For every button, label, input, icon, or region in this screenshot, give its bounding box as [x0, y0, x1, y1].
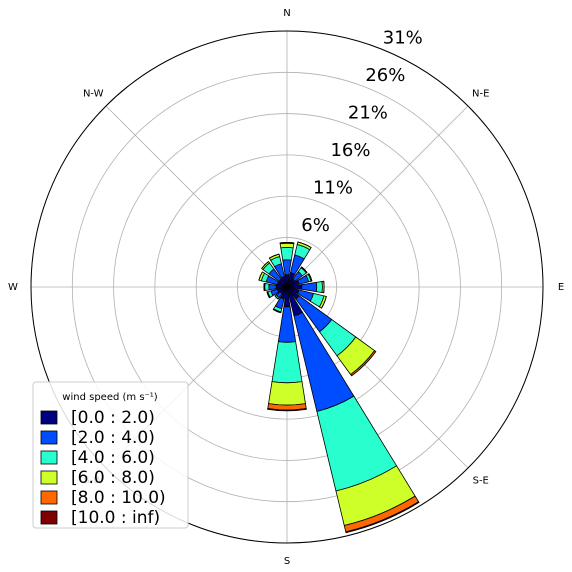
- bar-segment: [280, 246, 294, 261]
- grid-spoke: [105, 105, 288, 288]
- direction-label: S-E: [473, 476, 489, 487]
- radial-tick-label: 31%: [383, 28, 423, 49]
- bar-segment: [345, 501, 420, 534]
- bar-segment: [279, 242, 295, 244]
- legend-swatch: [40, 450, 58, 465]
- bar-segment: [351, 351, 377, 377]
- direction-label: E: [558, 282, 564, 293]
- bar-segment: [266, 291, 270, 298]
- legend-label: [6.0 : 8.0): [71, 468, 155, 488]
- legend-box: [32, 381, 189, 529]
- bar-segment: [271, 341, 303, 384]
- bar-segment: [264, 283, 270, 291]
- direction-label: S: [284, 556, 290, 567]
- radial-tick-label: 21%: [348, 103, 388, 124]
- bar-segment: [301, 281, 318, 293]
- legend-swatch: [40, 490, 58, 505]
- legend-swatch: [40, 430, 58, 445]
- legend-label: [8.0 : 10.0): [71, 488, 166, 508]
- bar-segment: [272, 309, 281, 314]
- direction-label: N-E: [472, 88, 489, 99]
- radial-tick-label: 11%: [313, 177, 353, 198]
- legend-title: wind speed (m s⁻¹): [62, 392, 158, 403]
- radial-tick-label: 6%: [301, 215, 330, 236]
- bar-segment: [267, 408, 307, 412]
- bar-segment: [282, 259, 292, 276]
- outer-frame: [30, 30, 544, 544]
- bar-segment: [268, 381, 306, 406]
- bar-segment: [261, 261, 269, 269]
- direction-label: N-W: [83, 88, 104, 99]
- legend-label: [10.0 : inf): [71, 508, 160, 528]
- legend-label: [4.0 : 6.0): [71, 448, 155, 468]
- legend-label: [0.0 : 2.0): [71, 408, 155, 428]
- bar-segment: [279, 242, 295, 249]
- legend-label: [2.0 : 4.0): [71, 428, 155, 448]
- bar-segment: [268, 283, 277, 291]
- legend: wind speed (m s⁻¹) [0.0 : 2.0)[2.0 : 4.0)…: [32, 381, 189, 529]
- bar-segment: [315, 280, 323, 294]
- direction-label: W: [8, 282, 18, 293]
- legend-swatch: [40, 410, 58, 425]
- direction-label: N: [283, 8, 290, 19]
- legend-swatch: [40, 470, 58, 485]
- grid-spoke: [286, 105, 469, 288]
- radial-tick-label: 16%: [330, 140, 370, 161]
- legend-swatch: [40, 510, 58, 525]
- radial-tick-label: 26%: [365, 65, 405, 86]
